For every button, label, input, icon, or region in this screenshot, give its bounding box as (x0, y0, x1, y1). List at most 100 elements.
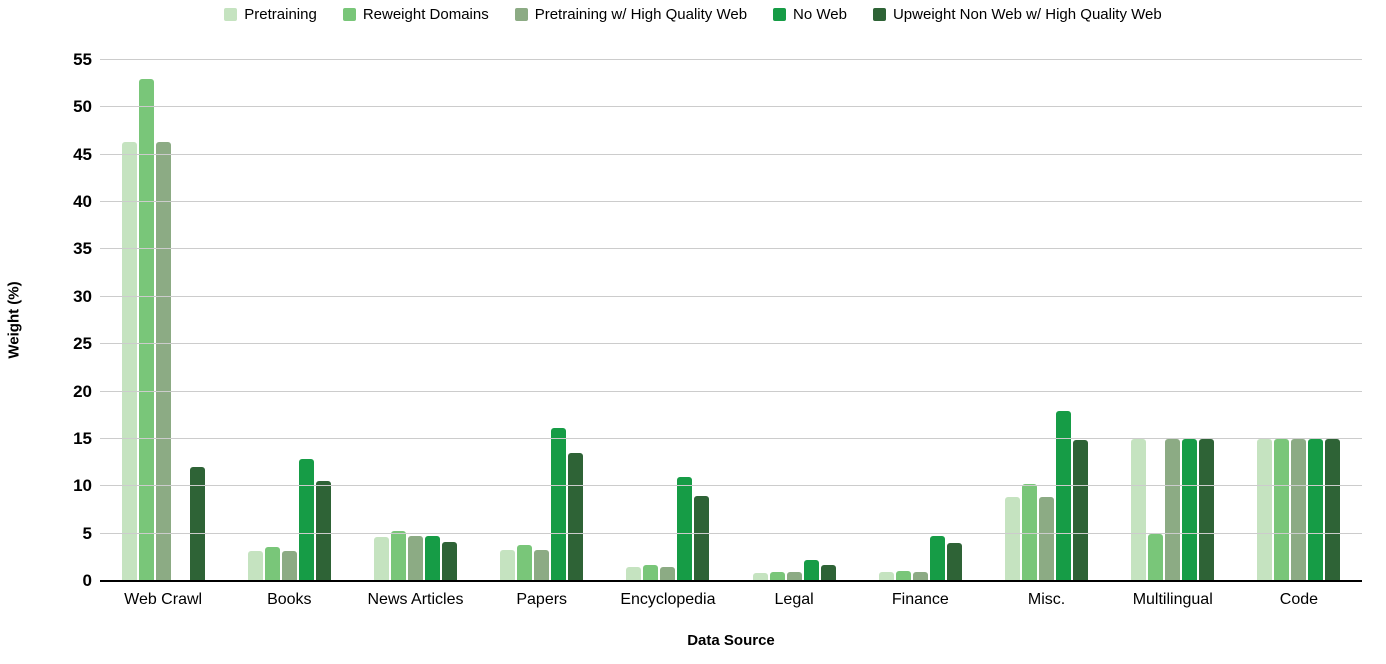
y-tick-label-30: 30 (73, 286, 92, 306)
bar-group-legal (731, 60, 857, 581)
bar (1131, 438, 1147, 581)
gridline-y-15 (100, 437, 1362, 439)
legend-label: No Web (793, 6, 847, 23)
bar (1148, 533, 1164, 581)
bar (946, 543, 962, 581)
bar-group-news-articles (352, 60, 478, 581)
bar (912, 572, 928, 581)
bar (803, 560, 819, 581)
y-tick-label-5: 5 (82, 523, 92, 543)
bar (374, 537, 389, 581)
bar (1056, 410, 1072, 581)
y-tick-label-15: 15 (73, 428, 92, 448)
y-tick-label-25: 25 (73, 334, 92, 354)
bar (1308, 438, 1324, 581)
plot-area (100, 59, 1362, 582)
bar (786, 572, 802, 581)
y-tick-label-45: 45 (73, 144, 92, 164)
x-tick-label: Code (1279, 591, 1319, 608)
bar (517, 545, 533, 581)
y-tick-label-20: 20 (73, 381, 92, 401)
bar (189, 467, 205, 581)
gridline-y-35 (100, 248, 1362, 250)
bar (534, 549, 550, 581)
legend-label: Upweight Non Web w/ High Quality Web (892, 6, 1162, 23)
bar (643, 564, 659, 581)
y-axis-title: Weight (%) (5, 281, 23, 359)
gridline-y-25 (100, 343, 1362, 345)
x-tick-label: Books (267, 591, 312, 608)
bar (1291, 438, 1307, 581)
bar-group-web-crawl (100, 60, 226, 581)
bar-group-multilingual (1110, 60, 1236, 581)
y-tick-label-35: 35 (73, 239, 92, 259)
bar (626, 566, 642, 581)
bar (1325, 438, 1341, 581)
legend-label: Pretraining w/ High Quality Web (534, 6, 748, 23)
y-tick-label-10: 10 (73, 476, 92, 496)
x-tick-label: News Articles (367, 591, 464, 608)
bar (408, 536, 423, 581)
x-tick-label: Multilingual (1132, 591, 1213, 608)
legend-item: Pretraining w/ High Quality Web (514, 6, 748, 23)
legend-swatch-icon (514, 8, 528, 21)
bar (315, 480, 331, 581)
bar-group-papers (479, 60, 605, 581)
bar-group-encyclopedia (605, 60, 731, 581)
x-tick-label: Legal (774, 591, 814, 608)
chart-legend: Pretraining Reweight Domains Pretraining w… (0, 6, 1386, 23)
legend-label: Reweight Domains (362, 6, 489, 23)
legend-item: Pretraining (224, 6, 317, 23)
bar (247, 550, 263, 581)
bar (694, 495, 710, 581)
bar-group-misc (983, 60, 1109, 581)
gridline-y-45 (100, 153, 1362, 155)
gridline-y-50 (100, 106, 1362, 108)
legend-swatch-icon (872, 8, 886, 21)
bar (752, 573, 768, 581)
gridline-y-40 (100, 201, 1362, 203)
bar (1165, 438, 1181, 581)
bar (929, 536, 945, 581)
bar (121, 142, 137, 581)
bar (138, 78, 154, 581)
bar-group-finance (857, 60, 983, 581)
bar (551, 427, 567, 581)
bar (1182, 438, 1198, 581)
y-tick-label-0: 0 (82, 571, 92, 590)
legend-item: Reweight Domains (342, 6, 489, 23)
x-tick-labels: Web Crawl Books News Articles Papers Encyclo… (100, 591, 1362, 609)
bar-group-books (226, 60, 352, 581)
legend-swatch-icon (342, 8, 356, 21)
bar (820, 564, 836, 581)
bar (568, 453, 584, 581)
x-axis-title: Data Source (687, 632, 775, 649)
legend-item: Upweight Non Web w/ High Quality Web (872, 6, 1162, 23)
x-tick-label: Web Crawl (124, 591, 203, 608)
x-tick-label: Papers (516, 591, 568, 608)
gridline-y-10 (100, 485, 1362, 487)
bar (1005, 496, 1021, 581)
bar (1257, 438, 1273, 581)
bar (1073, 439, 1089, 581)
gridline-y-20 (100, 390, 1362, 392)
bar (895, 570, 911, 581)
bar (660, 566, 676, 581)
bar (677, 476, 693, 581)
bar (878, 572, 894, 581)
x-tick-label: Misc. (1027, 591, 1066, 608)
bar (281, 550, 297, 581)
gridline-y-5 (100, 532, 1362, 534)
x-axis-baseline (100, 580, 1362, 582)
bar (500, 549, 516, 581)
gridline-y-55 (100, 59, 1362, 60)
bar (1039, 496, 1055, 581)
bar (425, 535, 440, 581)
bar (442, 542, 457, 581)
bar (298, 458, 314, 581)
legend-label: Pretraining (244, 6, 317, 23)
legend-swatch-icon (224, 8, 238, 21)
bar (1199, 438, 1215, 581)
bar (155, 142, 171, 581)
